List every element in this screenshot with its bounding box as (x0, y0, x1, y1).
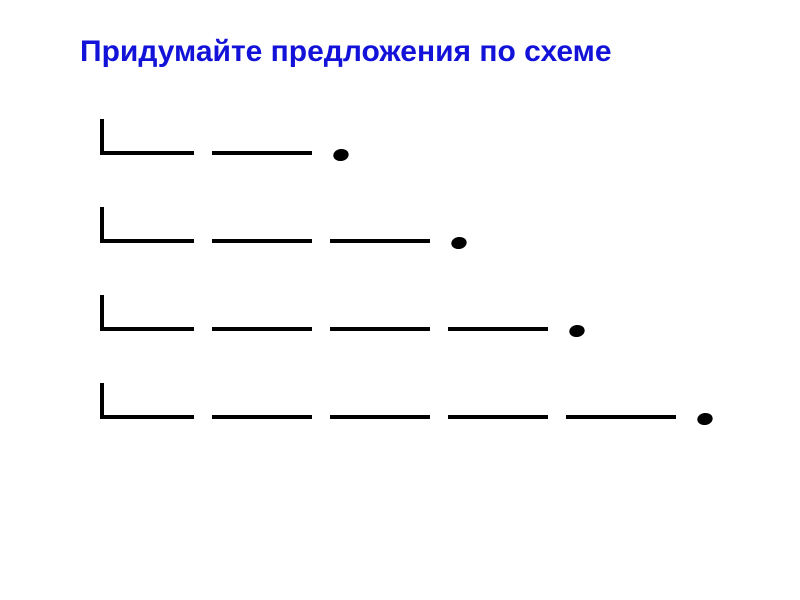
period-dot (451, 236, 468, 250)
scheme-row (100, 291, 712, 331)
word-slot (330, 327, 430, 331)
word-slot-capital (100, 119, 194, 155)
word-slot (330, 239, 430, 243)
word-slot (212, 327, 312, 331)
word-slot (448, 327, 548, 331)
word-slot-capital (100, 207, 194, 243)
page-title: Придумайте предложения по схеме (80, 35, 612, 69)
scheme-container (100, 115, 712, 467)
period-dot (569, 324, 586, 338)
word-slot (212, 239, 312, 243)
word-slot (330, 415, 430, 419)
page: Придумайте предложения по схеме (0, 0, 800, 600)
word-slot (212, 151, 312, 155)
word-slot-capital (100, 295, 194, 331)
scheme-row (100, 115, 712, 155)
scheme-row (100, 203, 712, 243)
period-dot (697, 412, 714, 426)
scheme-row (100, 379, 712, 419)
period-dot (333, 148, 350, 162)
word-slot (448, 415, 548, 419)
word-slot (566, 415, 676, 419)
word-slot (212, 415, 312, 419)
word-slot-capital (100, 383, 194, 419)
